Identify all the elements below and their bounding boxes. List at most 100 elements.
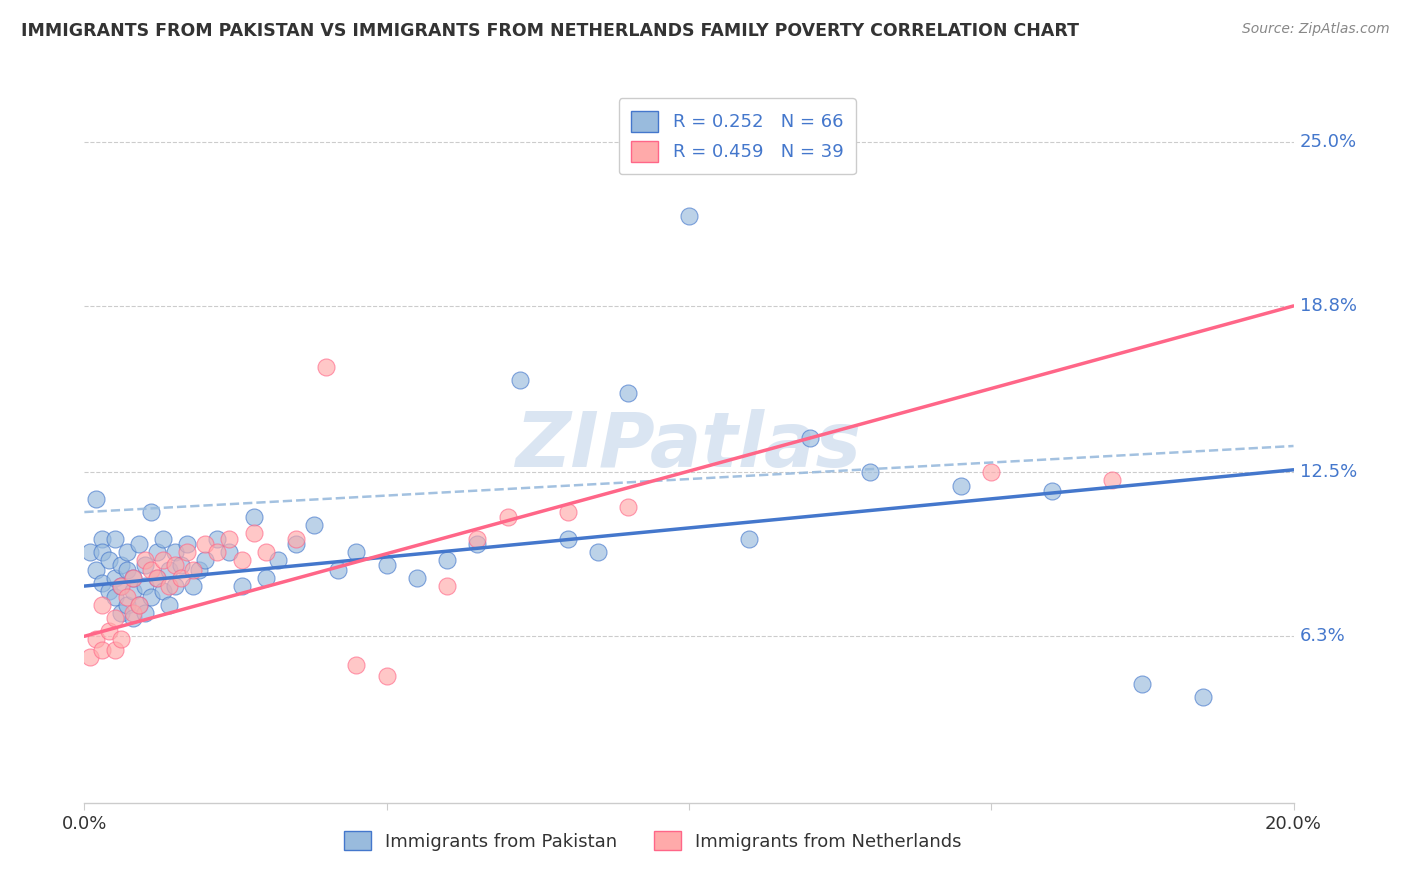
- Point: [115, 598, 138, 612]
- Point: [91, 545, 114, 559]
- Point: [285, 532, 308, 546]
- Point: [134, 558, 156, 572]
- Point: [110, 632, 132, 646]
- Point: [115, 563, 138, 577]
- Point: [346, 545, 368, 559]
- Point: [375, 669, 398, 683]
- Point: [194, 537, 217, 551]
- Point: [406, 571, 429, 585]
- Point: [128, 537, 150, 551]
- Point: [121, 606, 143, 620]
- Point: [128, 598, 150, 612]
- Point: [328, 563, 350, 577]
- Text: 12.5%: 12.5%: [1299, 464, 1357, 482]
- Point: [104, 611, 127, 625]
- Point: [91, 532, 114, 546]
- Point: [152, 532, 174, 546]
- Point: [115, 545, 138, 559]
- Point: [91, 642, 114, 657]
- Point: [121, 571, 143, 585]
- Point: [467, 532, 489, 546]
- Point: [139, 563, 162, 577]
- Point: [557, 532, 579, 546]
- Point: [146, 571, 169, 585]
- Point: [285, 537, 308, 551]
- Point: [110, 579, 132, 593]
- Point: [86, 632, 108, 646]
- Point: [121, 571, 143, 585]
- Text: 6.3%: 6.3%: [1299, 627, 1346, 645]
- Point: [134, 606, 156, 620]
- Legend: Immigrants from Pakistan, Immigrants from Netherlands: Immigrants from Pakistan, Immigrants fro…: [336, 824, 969, 858]
- Point: [165, 545, 187, 559]
- Point: [104, 532, 127, 546]
- Point: [467, 537, 489, 551]
- Point: [315, 359, 337, 374]
- Point: [110, 606, 132, 620]
- Point: [121, 584, 143, 599]
- Text: ZIPatlas: ZIPatlas: [516, 409, 862, 483]
- Point: [157, 563, 180, 577]
- Point: [152, 552, 174, 566]
- Point: [436, 552, 458, 566]
- Point: [176, 545, 198, 559]
- Point: [134, 552, 156, 566]
- Point: [617, 500, 640, 514]
- Point: [128, 598, 150, 612]
- Text: Source: ZipAtlas.com: Source: ZipAtlas.com: [1241, 22, 1389, 37]
- Point: [254, 545, 277, 559]
- Point: [170, 571, 193, 585]
- Point: [218, 532, 240, 546]
- Point: [170, 558, 193, 572]
- Point: [91, 576, 114, 591]
- Point: [231, 552, 253, 566]
- Point: [86, 491, 108, 506]
- Point: [950, 478, 973, 492]
- Text: 25.0%: 25.0%: [1299, 133, 1357, 151]
- Point: [152, 584, 174, 599]
- Point: [97, 624, 120, 638]
- Point: [188, 563, 211, 577]
- Point: [588, 545, 610, 559]
- Point: [110, 579, 132, 593]
- Point: [207, 545, 229, 559]
- Text: IMMIGRANTS FROM PAKISTAN VS IMMIGRANTS FROM NETHERLANDS FAMILY POVERTY CORRELATI: IMMIGRANTS FROM PAKISTAN VS IMMIGRANTS F…: [21, 22, 1078, 40]
- Point: [436, 579, 458, 593]
- Point: [799, 431, 821, 445]
- Point: [79, 545, 101, 559]
- Point: [157, 598, 180, 612]
- Point: [617, 386, 640, 401]
- Point: [496, 510, 519, 524]
- Point: [176, 537, 198, 551]
- Point: [207, 532, 229, 546]
- Point: [375, 558, 398, 572]
- Point: [678, 209, 700, 223]
- Point: [1040, 483, 1063, 498]
- Point: [134, 579, 156, 593]
- Point: [115, 590, 138, 604]
- Text: 18.8%: 18.8%: [1299, 297, 1357, 315]
- Point: [242, 510, 264, 524]
- Point: [104, 571, 127, 585]
- Point: [97, 552, 120, 566]
- Point: [91, 598, 114, 612]
- Point: [557, 505, 579, 519]
- Point: [254, 571, 277, 585]
- Point: [346, 658, 368, 673]
- Point: [181, 563, 204, 577]
- Point: [139, 590, 162, 604]
- Point: [165, 579, 187, 593]
- Point: [86, 563, 108, 577]
- Point: [1130, 677, 1153, 691]
- Point: [121, 611, 143, 625]
- Point: [181, 579, 204, 593]
- Point: [267, 552, 290, 566]
- Point: [509, 373, 531, 387]
- Point: [146, 545, 169, 559]
- Point: [104, 642, 127, 657]
- Point: [1101, 474, 1123, 488]
- Point: [139, 505, 162, 519]
- Point: [146, 571, 169, 585]
- Point: [980, 466, 1002, 480]
- Point: [302, 518, 325, 533]
